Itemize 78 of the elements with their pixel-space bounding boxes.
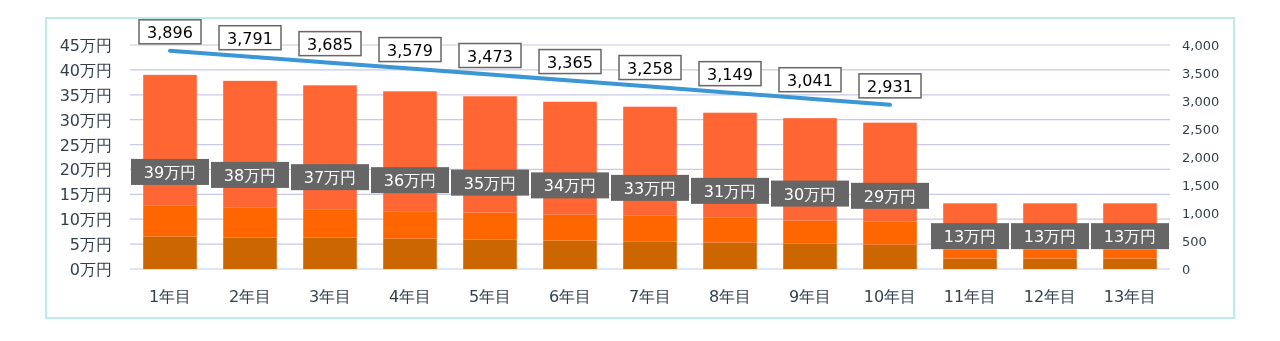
- x-tick-label: 12年目: [1023, 287, 1077, 306]
- bar: [1023, 258, 1077, 269]
- y-tick-label: 25万円: [59, 135, 112, 155]
- total-label: 36万円: [383, 171, 437, 191]
- x-tick-label: 6年目: [548, 287, 592, 306]
- data-label: 3,041: [787, 70, 833, 90]
- data-label: 3,473: [467, 46, 513, 66]
- bar: [303, 209, 357, 238]
- bar: [463, 239, 517, 269]
- y-tick-label: 5万円: [69, 235, 112, 255]
- total-label: 13万円: [1023, 227, 1077, 247]
- y-tick-label: 20万円: [59, 160, 112, 180]
- data-label: 2,931: [867, 76, 913, 96]
- bar: [223, 207, 277, 238]
- x-tick-label: 11年目: [943, 287, 997, 306]
- y2-tick-label: 4,000: [1182, 38, 1220, 53]
- x-tick-label: 2年目: [228, 287, 272, 306]
- bar: [863, 221, 917, 245]
- x-tick-label: 4年目: [388, 287, 432, 306]
- bar: [623, 241, 677, 269]
- bar: [223, 237, 277, 269]
- bar: [543, 240, 597, 269]
- total-label: 29万円: [863, 186, 917, 206]
- y2-tick-label: 2,500: [1182, 122, 1220, 137]
- x-tick-label: 8年目: [708, 287, 752, 306]
- x-tick-label: 13年目: [1103, 287, 1157, 306]
- y-tick-label: 40万円: [59, 60, 112, 80]
- x-tick-label: 5年目: [468, 287, 512, 306]
- y2-tick-label: 1,000: [1182, 206, 1220, 221]
- bar: [1103, 258, 1157, 269]
- y-tick-label: 0万円: [69, 260, 112, 279]
- bar: [143, 205, 197, 237]
- data-label: 3,685: [307, 34, 353, 54]
- data-label: 3,149: [707, 64, 753, 84]
- y-tick-label: 10万円: [59, 210, 112, 230]
- y2-tick-label: 500: [1182, 234, 1207, 249]
- total-label: 13万円: [943, 227, 997, 247]
- bar: [463, 212, 517, 240]
- data-label: 3,258: [627, 58, 673, 78]
- total-label: 33万円: [623, 178, 677, 198]
- y2-tick-label: 2,000: [1182, 150, 1220, 165]
- data-label: 3,791: [227, 28, 273, 48]
- y2-tick-label: 0: [1182, 262, 1191, 277]
- y-tick-label: 30万円: [59, 110, 112, 130]
- total-label: 31万円: [703, 181, 757, 201]
- total-label: 38万円: [223, 165, 277, 185]
- bar: [703, 217, 757, 243]
- y-tick-label: 45万円: [59, 36, 112, 55]
- y-tick-label: 35万円: [59, 85, 112, 105]
- x-tick-label: 3年目: [308, 287, 352, 306]
- y2-tick-label: 3,500: [1182, 66, 1220, 81]
- bar: [703, 242, 757, 269]
- y2-tick-label: 3,000: [1182, 94, 1220, 109]
- bar: [863, 244, 917, 269]
- bar: [303, 237, 357, 269]
- x-tick-label: 7年目: [628, 287, 672, 306]
- data-label: 3,365: [547, 52, 593, 72]
- total-label: 35万円: [463, 173, 517, 193]
- bar: [623, 215, 677, 242]
- data-label: 3,579: [387, 40, 433, 60]
- bar: [943, 258, 997, 269]
- bar: [143, 236, 197, 269]
- total-label: 34万円: [543, 176, 597, 196]
- x-tick-label: 9年目: [788, 287, 832, 306]
- y-tick-label: 15万円: [59, 185, 112, 205]
- bar: [383, 238, 437, 269]
- bar: [543, 214, 597, 241]
- data-label: 3,896: [147, 22, 193, 42]
- y2-tick-label: 1,500: [1182, 178, 1220, 193]
- bar: [783, 243, 837, 269]
- x-tick-label: 10年目: [863, 287, 917, 306]
- total-label: 30万円: [783, 184, 837, 204]
- x-tick-label: 1年目: [148, 287, 192, 306]
- total-label: 39万円: [143, 162, 197, 182]
- total-label: 37万円: [303, 168, 357, 188]
- bar: [383, 211, 437, 239]
- total-label: 13万円: [1103, 227, 1157, 247]
- bar: [783, 220, 837, 244]
